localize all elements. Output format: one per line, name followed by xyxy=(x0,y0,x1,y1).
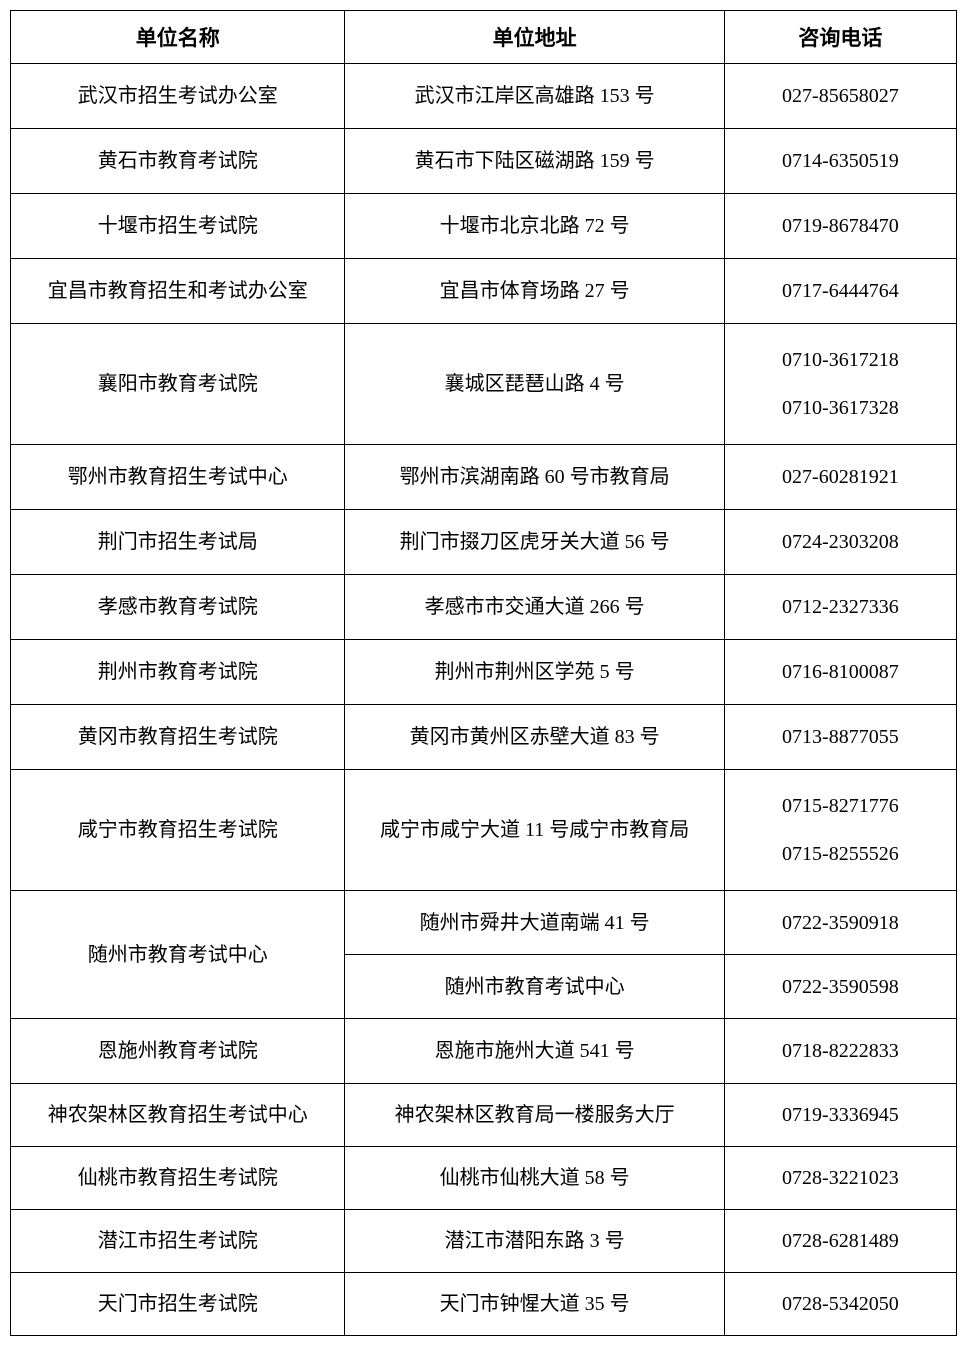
table-row: 荆门市招生考试局荆门市掇刀区虎牙关大道 56 号0724-2303208 xyxy=(11,510,957,575)
table-row: 襄阳市教育考试院襄城区琵琶山路 4 号0710-36172180710-3617… xyxy=(11,324,957,445)
table-row: 黄石市教育考试院黄石市下陆区磁湖路 159 号0714-6350519 xyxy=(11,129,957,194)
cell-phone: 027-85658027 xyxy=(724,64,956,129)
cell-phone: 0719-3336945 xyxy=(724,1084,956,1147)
cell-phone: 0714-6350519 xyxy=(724,129,956,194)
cell-name: 天门市招生考试院 xyxy=(11,1273,345,1336)
cell-addr: 黄石市下陆区磁湖路 159 号 xyxy=(345,129,724,194)
cell-addr: 黄冈市黄州区赤壁大道 83 号 xyxy=(345,705,724,770)
cell-name: 孝感市教育考试院 xyxy=(11,575,345,640)
exam-offices-table: 单位名称 单位地址 咨询电话 武汉市招生考试办公室武汉市江岸区高雄路 153 号… xyxy=(10,10,957,1336)
cell-name: 十堰市招生考试院 xyxy=(11,194,345,259)
table-row: 鄂州市教育招生考试中心鄂州市滨湖南路 60 号市教育局027-60281921 xyxy=(11,445,957,510)
cell-addr: 仙桃市仙桃大道 58 号 xyxy=(345,1147,724,1210)
cell-phone-line: 0710-3617328 xyxy=(725,384,956,432)
cell-phone: 0728-3221023 xyxy=(724,1147,956,1210)
cell-addr: 十堰市北京北路 72 号 xyxy=(345,194,724,259)
table-row: 宜昌市教育招生和考试办公室宜昌市体育场路 27 号0717-6444764 xyxy=(11,259,957,324)
cell-addr: 随州市教育考试中心 xyxy=(345,955,724,1019)
cell-name: 黄石市教育考试院 xyxy=(11,129,345,194)
table-row: 孝感市教育考试院孝感市市交通大道 266 号0712-2327336 xyxy=(11,575,957,640)
cell-phone: 0728-6281489 xyxy=(724,1210,956,1273)
cell-name: 神农架林区教育招生考试中心 xyxy=(11,1084,345,1147)
cell-addr: 天门市钟惺大道 35 号 xyxy=(345,1273,724,1336)
col-header-name: 单位名称 xyxy=(11,11,345,64)
cell-phone-line: 0715-8271776 xyxy=(725,782,956,830)
cell-phone: 0717-6444764 xyxy=(724,259,956,324)
table-row: 咸宁市教育招生考试院咸宁市咸宁大道 11 号咸宁市教育局0715-8271776… xyxy=(11,770,957,891)
cell-phone: 0710-36172180710-3617328 xyxy=(724,324,956,445)
cell-addr: 鄂州市滨湖南路 60 号市教育局 xyxy=(345,445,724,510)
cell-name: 咸宁市教育招生考试院 xyxy=(11,770,345,891)
cell-name: 武汉市招生考试办公室 xyxy=(11,64,345,129)
table-row: 潜江市招生考试院潜江市潜阳东路 3 号0728-6281489 xyxy=(11,1210,957,1273)
cell-phone: 0712-2327336 xyxy=(724,575,956,640)
cell-phone: 0719-8678470 xyxy=(724,194,956,259)
cell-name: 恩施州教育考试院 xyxy=(11,1019,345,1084)
cell-addr: 神农架林区教育局一楼服务大厅 xyxy=(345,1084,724,1147)
cell-phone-line: 0710-3617218 xyxy=(725,336,956,384)
table-row: 武汉市招生考试办公室武汉市江岸区高雄路 153 号027-85658027 xyxy=(11,64,957,129)
cell-phone: 0722-3590918 xyxy=(724,891,956,955)
cell-addr: 咸宁市咸宁大道 11 号咸宁市教育局 xyxy=(345,770,724,891)
cell-name: 宜昌市教育招生和考试办公室 xyxy=(11,259,345,324)
cell-addr: 孝感市市交通大道 266 号 xyxy=(345,575,724,640)
cell-phone: 0718-8222833 xyxy=(724,1019,956,1084)
cell-name: 随州市教育考试中心 xyxy=(11,891,345,1019)
cell-addr: 武汉市江岸区高雄路 153 号 xyxy=(345,64,724,129)
table-row: 仙桃市教育招生考试院仙桃市仙桃大道 58 号0728-3221023 xyxy=(11,1147,957,1210)
cell-phone: 0713-8877055 xyxy=(724,705,956,770)
cell-addr: 宜昌市体育场路 27 号 xyxy=(345,259,724,324)
table-row: 随州市教育考试中心随州市舜井大道南端 41 号0722-3590918 xyxy=(11,891,957,955)
cell-phone: 027-60281921 xyxy=(724,445,956,510)
cell-name: 荆州市教育考试院 xyxy=(11,640,345,705)
cell-phone: 0715-82717760715-8255526 xyxy=(724,770,956,891)
cell-name: 黄冈市教育招生考试院 xyxy=(11,705,345,770)
cell-name: 鄂州市教育招生考试中心 xyxy=(11,445,345,510)
col-header-phone: 咨询电话 xyxy=(724,11,956,64)
cell-phone: 0724-2303208 xyxy=(724,510,956,575)
table-row: 天门市招生考试院天门市钟惺大道 35 号0728-5342050 xyxy=(11,1273,957,1336)
table-row: 荆州市教育考试院荆州市荆州区学苑 5 号0716-8100087 xyxy=(11,640,957,705)
cell-phone: 0722-3590598 xyxy=(724,955,956,1019)
cell-phone: 0716-8100087 xyxy=(724,640,956,705)
table-row: 神农架林区教育招生考试中心神农架林区教育局一楼服务大厅0719-3336945 xyxy=(11,1084,957,1147)
table-row: 十堰市招生考试院十堰市北京北路 72 号0719-8678470 xyxy=(11,194,957,259)
cell-addr: 荆门市掇刀区虎牙关大道 56 号 xyxy=(345,510,724,575)
col-header-addr: 单位地址 xyxy=(345,11,724,64)
cell-phone-line: 0715-8255526 xyxy=(725,830,956,878)
cell-addr: 潜江市潜阳东路 3 号 xyxy=(345,1210,724,1273)
table-row: 黄冈市教育招生考试院黄冈市黄州区赤壁大道 83 号0713-8877055 xyxy=(11,705,957,770)
cell-phone: 0728-5342050 xyxy=(724,1273,956,1336)
cell-name: 荆门市招生考试局 xyxy=(11,510,345,575)
cell-addr: 襄城区琵琶山路 4 号 xyxy=(345,324,724,445)
cell-addr: 随州市舜井大道南端 41 号 xyxy=(345,891,724,955)
table-header-row: 单位名称 单位地址 咨询电话 xyxy=(11,11,957,64)
cell-name: 襄阳市教育考试院 xyxy=(11,324,345,445)
cell-name: 仙桃市教育招生考试院 xyxy=(11,1147,345,1210)
cell-addr: 荆州市荆州区学苑 5 号 xyxy=(345,640,724,705)
cell-name: 潜江市招生考试院 xyxy=(11,1210,345,1273)
table-row: 恩施州教育考试院恩施市施州大道 541 号0718-8222833 xyxy=(11,1019,957,1084)
cell-addr: 恩施市施州大道 541 号 xyxy=(345,1019,724,1084)
